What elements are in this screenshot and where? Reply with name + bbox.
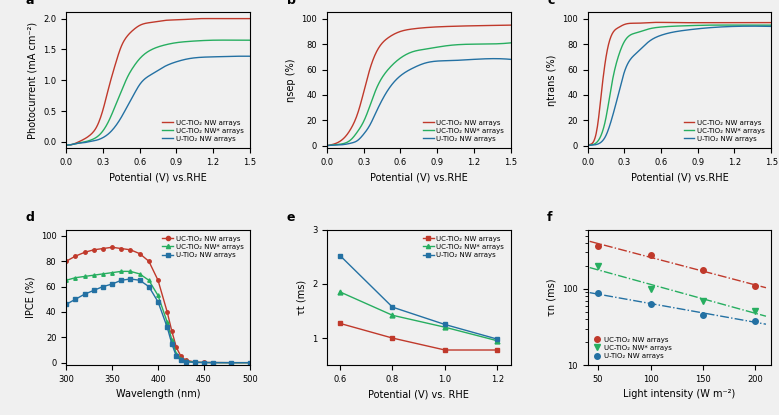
Legend: UC-TiO₂ NW arrays, UC-TiO₂ NW* arrays, U-TiO₂ NW arrays: UC-TiO₂ NW arrays, UC-TiO₂ NW* arrays, U… [160,117,246,145]
Legend: UC-TiO₂ NW arrays, UC-TiO₂ NW* arrays, U-TiO₂ NW arrays: UC-TiO₂ NW arrays, UC-TiO₂ NW* arrays, U… [421,117,507,145]
X-axis label: Wavelength (nm): Wavelength (nm) [116,390,200,400]
Y-axis label: Photocurrent (mA cm⁻²): Photocurrent (mA cm⁻²) [28,22,38,139]
Y-axis label: τn (ms): τn (ms) [547,278,556,316]
Y-axis label: IPCE (%): IPCE (%) [25,276,35,318]
Y-axis label: ηtrans (%): ηtrans (%) [547,55,556,106]
Legend: UC-TiO₂ NW arrays, UC-TiO₂ NW* arrays, U-TiO₂ NW arrays: UC-TiO₂ NW arrays, UC-TiO₂ NW* arrays, U… [421,233,507,261]
Legend: UC-TiO₂ NW arrays, UC-TiO₂ NW* arrays, U-TiO₂ NW arrays: UC-TiO₂ NW arrays, UC-TiO₂ NW* arrays, U… [591,334,675,362]
Text: a: a [26,0,34,7]
Text: d: d [26,211,35,224]
X-axis label: Potential (V) vs.RHE: Potential (V) vs.RHE [370,172,467,183]
X-axis label: Potential (V) vs.RHE: Potential (V) vs.RHE [109,172,207,183]
Text: b: b [287,0,295,7]
X-axis label: Potential (V) vs.RHE: Potential (V) vs.RHE [630,172,728,183]
Text: e: e [287,211,295,224]
Text: f: f [547,211,553,224]
X-axis label: Potential (V) vs. RHE: Potential (V) vs. RHE [368,390,469,400]
Y-axis label: ηsep (%): ηsep (%) [286,59,296,102]
X-axis label: Light intensity (W m⁻²): Light intensity (W m⁻²) [623,390,735,400]
Text: c: c [547,0,555,7]
Legend: UC-TiO₂ NW arrays, UC-TiO₂ NW* arrays, U-TiO₂ NW arrays: UC-TiO₂ NW arrays, UC-TiO₂ NW* arrays, U… [160,233,246,261]
Y-axis label: τt (ms): τt (ms) [296,280,306,315]
Legend: UC-TiO₂ NW arrays, UC-TiO₂ NW* arrays, U-TiO₂ NW arrays: UC-TiO₂ NW arrays, UC-TiO₂ NW* arrays, U… [681,117,768,145]
